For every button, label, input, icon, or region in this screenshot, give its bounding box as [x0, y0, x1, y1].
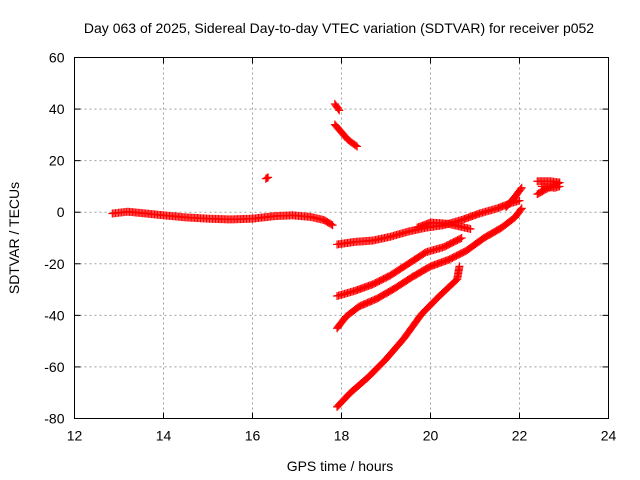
- x-tick-label: 12: [67, 428, 83, 444]
- y-tick-label: 40: [49, 101, 65, 117]
- data-point: [335, 106, 344, 115]
- data-point: [457, 234, 466, 242]
- x-axis-label: GPS time / hours: [287, 458, 394, 474]
- data-point: [555, 182, 564, 191]
- x-tick-label: 18: [334, 428, 350, 444]
- data-point: [516, 185, 525, 194]
- y-tick-label: -40: [44, 307, 64, 323]
- data-point: [328, 221, 337, 230]
- data-point: [515, 196, 524, 205]
- grid: [74, 57, 609, 419]
- data-point: [466, 224, 475, 233]
- data-series: [108, 207, 337, 230]
- data-series: [502, 183, 526, 212]
- chart-title: Day 063 of 2025, Sidereal Day-to-day VTE…: [84, 20, 594, 36]
- y-tick-label: 0: [57, 204, 65, 220]
- data-point: [455, 262, 464, 271]
- y-tick-label: -80: [44, 411, 64, 427]
- data-point: [456, 234, 465, 243]
- data-markers: [108, 99, 564, 411]
- data-point: [517, 204, 526, 213]
- data-series: [330, 120, 362, 151]
- data-series: [333, 234, 466, 301]
- data-point: [353, 142, 362, 151]
- x-tick-label: 24: [601, 428, 617, 444]
- data-series: [413, 218, 475, 233]
- data-point: [334, 105, 343, 114]
- x-tick-label: 22: [512, 428, 528, 444]
- y-axis-label: SDTVAR / TECUs: [6, 182, 22, 294]
- data-series: [333, 204, 526, 333]
- data-point: [517, 183, 526, 192]
- data-series: [333, 262, 464, 411]
- axis-ticks: [74, 57, 609, 419]
- y-tick-label: -20: [44, 256, 64, 272]
- data-point: [327, 220, 336, 229]
- data-series: [537, 182, 564, 192]
- data-series: [261, 173, 273, 183]
- data-point: [262, 174, 271, 183]
- y-tick-label: 20: [49, 153, 65, 169]
- data-point: [516, 205, 525, 214]
- x-tick-label: 16: [245, 428, 261, 444]
- y-tick-label: -60: [44, 359, 64, 375]
- data-series: [330, 99, 344, 115]
- data-point: [351, 141, 360, 150]
- x-tick-label: 20: [423, 428, 439, 444]
- y-tick-label: 60: [49, 50, 65, 66]
- x-tick-label: 14: [156, 428, 172, 444]
- tick-labels: 12 14 16 18 20 22 24 -80 -60 -40 -20 0 20 40 60: [44, 50, 616, 444]
- data-point: [264, 173, 273, 182]
